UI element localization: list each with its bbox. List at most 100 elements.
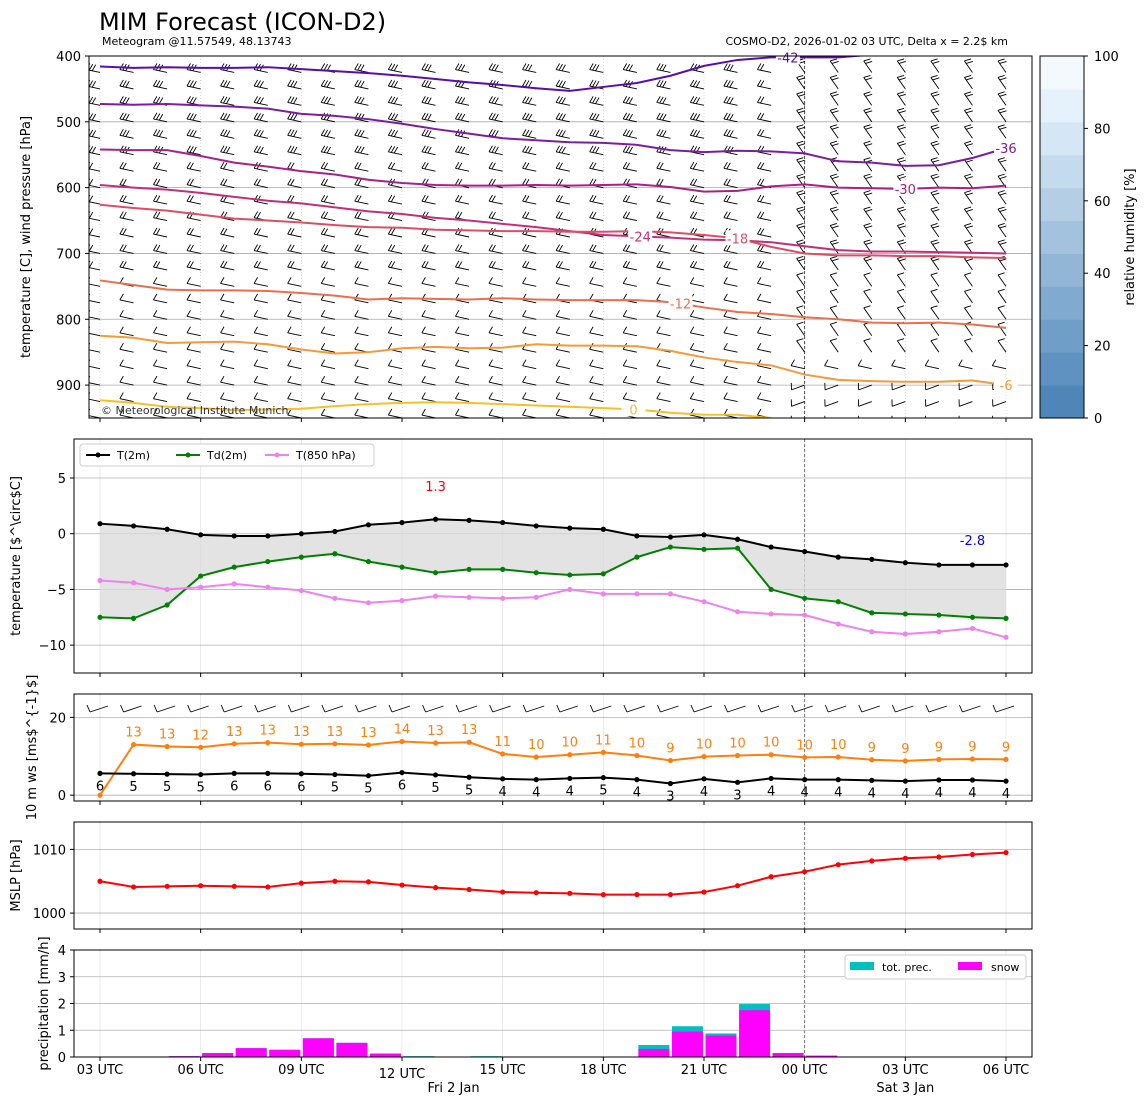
wind-barb-flag <box>656 244 661 251</box>
wind-barb <box>829 93 839 106</box>
wind-barb-flag <box>122 179 127 186</box>
wind-barb <box>287 118 302 123</box>
snow-bar <box>705 1035 737 1057</box>
surface-wind-barb-flag <box>254 704 259 713</box>
surface-wind-barb-flag <box>422 704 426 713</box>
wind-barb <box>321 134 335 139</box>
wind-barb-flag <box>387 375 393 383</box>
wind-barb-flag <box>253 112 258 120</box>
wind-barb <box>555 200 570 205</box>
wind-barb-flag <box>119 310 124 317</box>
wind-barb-flag <box>997 239 1005 243</box>
wind-barb-flag <box>189 96 194 104</box>
t850-point <box>869 629 875 635</box>
wind-barb-flag <box>491 96 496 104</box>
wind-barb-flag <box>964 107 972 111</box>
wind-barb <box>354 167 369 172</box>
wind-barb-flag <box>427 146 432 154</box>
wind-barb-flag <box>897 272 905 276</box>
wind-barb <box>488 332 503 337</box>
wind-barb-flag <box>723 194 728 202</box>
wind-barb-flag <box>689 375 695 383</box>
wind-barb-flag <box>863 173 871 177</box>
gust-point <box>936 756 942 762</box>
wind-barb-flag <box>153 342 158 350</box>
wind-barb-flag <box>692 162 698 170</box>
wind-barb <box>186 283 201 287</box>
wind-barb-flag <box>831 143 839 147</box>
mean-wind-value-label: 5 <box>197 781 205 796</box>
wind-barb-flag <box>220 359 225 366</box>
wind-barb <box>656 250 671 254</box>
wind-barb <box>723 134 738 139</box>
wind-barb-flag <box>964 173 972 177</box>
wind-barb-flag <box>220 227 225 235</box>
wind-barb-flag <box>757 392 762 399</box>
wind-barb-flag <box>388 47 392 53</box>
wind-barb <box>896 77 906 90</box>
wind-barb-flag <box>320 310 326 317</box>
wind-barb-flag <box>393 113 399 121</box>
upper-air-isotherms <box>99 56 1007 418</box>
wind-barb <box>997 225 1007 238</box>
wind-barb <box>89 69 101 73</box>
wind-barb-flag <box>155 261 161 268</box>
wind-barb-flag <box>226 97 231 104</box>
mslp-point <box>567 890 573 896</box>
wind-barb-flag <box>192 113 197 121</box>
surface-wind-barb <box>760 705 780 713</box>
mean-wind-value-label: 5 <box>465 783 473 798</box>
wind-barb-flag <box>354 359 359 366</box>
mslp-point <box>130 884 137 890</box>
wind-barb-flag <box>119 112 124 120</box>
wind-barb-flag <box>360 80 365 88</box>
wind-barb <box>220 398 235 402</box>
wind-barb-flag <box>555 392 560 399</box>
wind-barb-flag <box>457 195 463 203</box>
wind-barb-flag <box>320 211 326 218</box>
y-tick-label: 500 <box>56 116 81 131</box>
t850-point <box>734 609 741 615</box>
wind-barb <box>623 315 637 320</box>
mslp-point <box>298 880 304 886</box>
t850-point <box>500 595 506 601</box>
wind-barb-flag <box>657 47 661 53</box>
t2m-point <box>902 560 908 566</box>
wind-barb-flag <box>930 206 938 210</box>
wind-barb-flag <box>656 96 661 103</box>
wind-barb-flag <box>555 211 560 218</box>
wind-barb-flag <box>89 228 94 235</box>
mean-wind-value-label: 5 <box>599 784 607 799</box>
snow-bar <box>235 1048 267 1057</box>
wind-barb-flag <box>528 146 533 154</box>
wind-barb-flag <box>357 63 362 71</box>
surface-wind-barb <box>425 705 444 713</box>
precip-legend-box <box>844 954 1027 980</box>
y-axis-label: 10 m ws [ms$^{-1}$] <box>25 675 40 821</box>
wind-barb-flag <box>226 146 231 154</box>
colorbar-tick-label: 60 <box>1094 195 1111 210</box>
wind-barb-flag <box>693 48 697 54</box>
wind-barb-flag <box>589 392 594 399</box>
wind-barb <box>937 417 939 418</box>
wind-barb <box>690 398 705 402</box>
wind-barb <box>253 348 268 353</box>
wind-barb-flag <box>757 375 762 383</box>
mslp-point <box>701 889 707 895</box>
surface-wind-barb <box>156 705 176 713</box>
wind-barb <box>930 126 940 139</box>
wind-barb-flag <box>589 260 594 268</box>
precipitation-frame <box>73 949 1033 1058</box>
wind-barb <box>723 315 738 320</box>
wind-barb <box>488 250 503 254</box>
t850-point <box>936 629 942 635</box>
wind-barb-flag <box>997 288 1005 292</box>
t850-point <box>600 591 606 597</box>
wind-barb <box>455 348 470 353</box>
isotherm-label-bg <box>621 401 646 417</box>
colorbar-segment <box>1040 352 1084 386</box>
y-tick-label: 0 <box>58 789 66 804</box>
time-tick-label: 18 UTC <box>580 1063 626 1078</box>
wind-barb <box>388 233 403 238</box>
